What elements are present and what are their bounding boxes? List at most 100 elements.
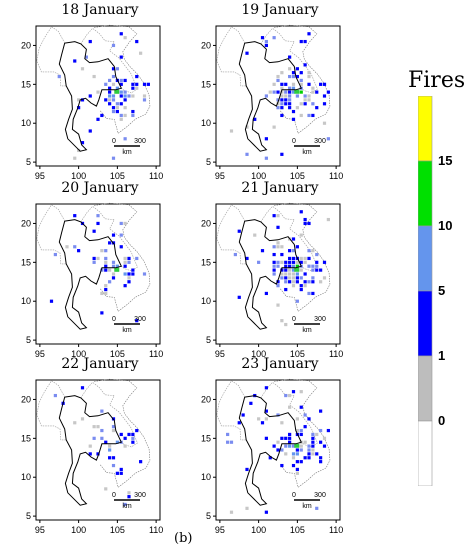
fire-cell: [100, 409, 104, 413]
fire-cell: [104, 249, 108, 253]
fire-cell: [280, 252, 284, 257]
fire-cell: [307, 113, 311, 118]
fire-cell: [315, 260, 319, 264]
fire-cell: [288, 393, 292, 398]
fire-cell: [276, 74, 280, 79]
fire-cell: [280, 86, 284, 90]
fire-cell: [276, 280, 280, 284]
fire-cell: [319, 440, 323, 444]
fire-cell: [119, 233, 123, 237]
fire-cell: [80, 67, 85, 71]
fire-cell: [299, 113, 303, 118]
fire-cell: [322, 436, 327, 440]
fire-cell: [104, 291, 108, 296]
fire-cell: [111, 98, 116, 102]
fire-cell: [303, 456, 307, 460]
fire-cell-high: [294, 89, 300, 94]
y-tick-label: 20: [21, 394, 31, 404]
fire-cell: [276, 284, 280, 288]
y-tick-label: 15: [201, 433, 211, 443]
y-tick-label: 10: [201, 118, 211, 128]
fire-cell: [272, 444, 276, 448]
x-tick-label: 95: [215, 349, 225, 359]
fire-cell: [295, 272, 299, 276]
fire-cell: [123, 264, 127, 268]
x-tick-label: 110: [329, 349, 343, 359]
fire-cell: [291, 260, 296, 264]
fire-cell: [303, 94, 307, 98]
fire-cell: [284, 90, 288, 94]
fire-cell: [291, 456, 296, 460]
fire-cell: [295, 448, 299, 452]
x-tick-label: 95: [215, 525, 225, 535]
fire-cell: [111, 82, 116, 86]
scale-bar-label: 300: [134, 138, 146, 145]
y-tick-label: 5: [206, 157, 211, 167]
fire-cell: [108, 78, 112, 83]
y-tick-label: 15: [201, 79, 211, 89]
fire-cell: [303, 284, 307, 288]
map-panel-21-january: 21 January 95 100 105 110 20 15 10 5 0 300 km: [190, 180, 370, 360]
legend-colorbar: [418, 96, 433, 486]
fire-cell: [284, 280, 288, 284]
fire-cell: [123, 284, 127, 288]
fire-cell: [311, 432, 315, 437]
fire-cell: [65, 245, 69, 249]
fire-cell: [111, 456, 116, 460]
fire-cell: [319, 428, 323, 433]
fire-cell: [311, 276, 315, 280]
fire-cell: [303, 102, 307, 106]
fire-cell: [326, 137, 330, 141]
fire-cell: [311, 440, 315, 444]
y-tick-label: 5: [26, 157, 31, 167]
fire-cell: [115, 67, 119, 71]
border-line: [216, 204, 247, 265]
fire-cell: [311, 436, 315, 440]
y-tick-label: 20: [21, 40, 31, 50]
fire-cell: [280, 421, 284, 425]
fire-cell: [104, 82, 108, 86]
fire-cell: [142, 82, 147, 86]
fire-cell: [319, 268, 323, 272]
fire-cell: [276, 264, 280, 268]
fire-cell: [299, 444, 303, 448]
fire-cell: [96, 214, 100, 218]
fire-cell: [299, 233, 303, 237]
y-tick-label: 15: [201, 257, 211, 267]
fire-cell: [288, 436, 292, 440]
fire-cell: [264, 94, 268, 98]
fire-cell: [291, 90, 296, 94]
fire-cell: [100, 428, 104, 433]
fire-cell: [295, 245, 299, 249]
fire-cell: [291, 82, 296, 86]
fire-cell: [284, 102, 288, 106]
fire-cell: [237, 295, 241, 299]
fire-cell: [264, 409, 268, 413]
fire-cell: [315, 268, 319, 272]
fire-cell: [307, 256, 311, 261]
fire-cell: [291, 272, 296, 276]
fire-cell: [272, 260, 276, 264]
fire-cell: [280, 276, 284, 280]
fire-cell: [115, 109, 119, 114]
fire-cell: [288, 264, 292, 268]
fire-cell: [322, 121, 327, 125]
legend-swatch: [418, 355, 433, 422]
fire-cell: [123, 113, 127, 118]
fire-cell: [284, 322, 288, 327]
scale-bar-label: 300: [134, 492, 146, 499]
scale-bar-label: 0: [292, 492, 296, 499]
fire-cell: [291, 444, 296, 448]
fire-cell: [80, 417, 85, 421]
fire-cell: [280, 98, 284, 102]
x-tick-label: 110: [149, 171, 163, 181]
fire-cell: [295, 67, 299, 71]
fire-cell: [299, 268, 303, 272]
fire-cell: [284, 393, 288, 398]
fire-cell: [92, 260, 96, 264]
fire-cell: [326, 217, 330, 222]
fire-cell: [57, 74, 61, 79]
fire-cell: [135, 74, 139, 79]
